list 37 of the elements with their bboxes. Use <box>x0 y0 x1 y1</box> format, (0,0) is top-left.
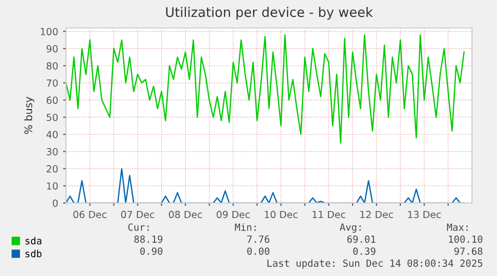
text: 0.00 <box>247 247 270 255</box>
text: 0.39 <box>353 247 376 255</box>
text: Cur: <box>128 223 149 231</box>
text: Max: <box>446 224 468 231</box>
text: Min: <box>234 223 256 231</box>
y-tick-label: 30 <box>46 148 58 156</box>
y-tick-label: 90 <box>46 45 58 52</box>
y-tick-label: 10 <box>47 182 58 190</box>
chart-title: Utilization per device - by week <box>166 6 373 20</box>
legend-label: sdb <box>26 250 42 258</box>
text: 69.01 <box>347 235 376 243</box>
line-series <box>66 34 465 144</box>
y-tick-label: 50 <box>46 114 58 122</box>
text: Avg: <box>340 224 361 233</box>
y-tick-label: 20 <box>46 165 58 173</box>
x-tick-label: 10 Dec <box>264 210 298 218</box>
legend-label: sda <box>26 236 42 244</box>
text: 88.19 <box>134 235 162 243</box>
y-tick-label: 0 <box>52 199 58 207</box>
y-tick-label: 100 <box>40 28 58 36</box>
text: 97.68 <box>454 247 482 255</box>
y-tick-label: 70 <box>46 79 58 87</box>
text: 100.10 <box>449 235 482 243</box>
y-tick-label: 80 <box>46 62 58 70</box>
x-tick-label: 08 Dec <box>168 210 202 218</box>
y-tick-label: 60 <box>46 96 58 104</box>
x-tick-label: 09 Dec <box>216 210 250 218</box>
text: 7.76 <box>247 235 270 243</box>
x-tick-label: 07 Dec <box>121 210 154 218</box>
y-tick-label: 40 <box>46 130 58 138</box>
y-axis-title: % busy <box>24 96 34 134</box>
x-tick-label: 11 Dec <box>312 210 346 218</box>
text: Last update: Sun Dec 14 08:00:34 2025 <box>267 259 482 269</box>
x-tick-label: 13 Dec <box>408 210 441 218</box>
x-tick-label: 06 Dec <box>73 210 106 218</box>
text: 0.90 <box>140 247 162 255</box>
x-tick-label: 12 Dec <box>360 210 394 218</box>
